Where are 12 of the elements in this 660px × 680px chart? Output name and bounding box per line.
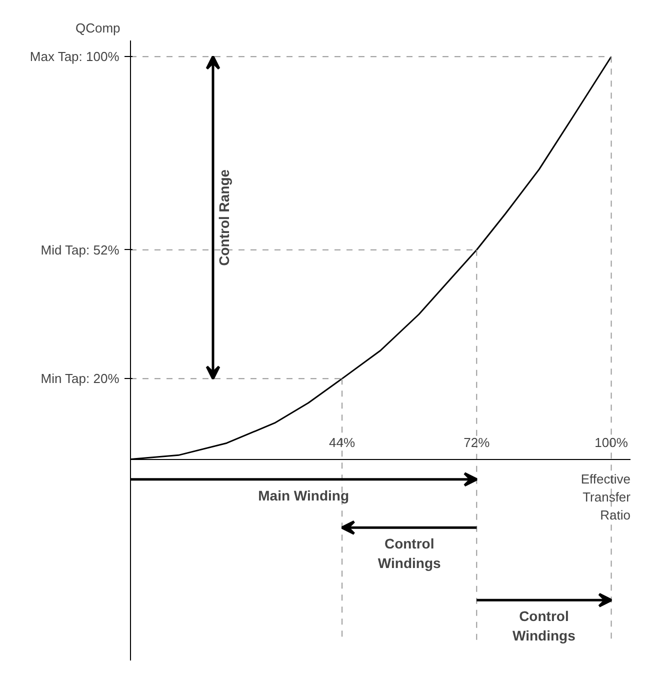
annotation: Control Windings bbox=[512, 608, 576, 644]
x-tick-label: 44% bbox=[329, 435, 356, 450]
y-tick-label: Max Tap: 100% bbox=[30, 49, 120, 64]
y-axis-title: QComp bbox=[76, 20, 120, 36]
x-axis-title: Effective Transfer Ratio bbox=[580, 471, 632, 522]
annotation: Main Winding bbox=[258, 487, 350, 504]
x-tick-label: 100% bbox=[594, 435, 628, 450]
y-tick-label: Min Tap: 20% bbox=[40, 371, 120, 386]
annotation: Control Windings bbox=[378, 536, 441, 571]
x-tick-label: 72% bbox=[464, 435, 490, 450]
annotation: Control Range bbox=[216, 169, 232, 266]
y-tick-label: Mid Tap: 52% bbox=[40, 242, 120, 258]
